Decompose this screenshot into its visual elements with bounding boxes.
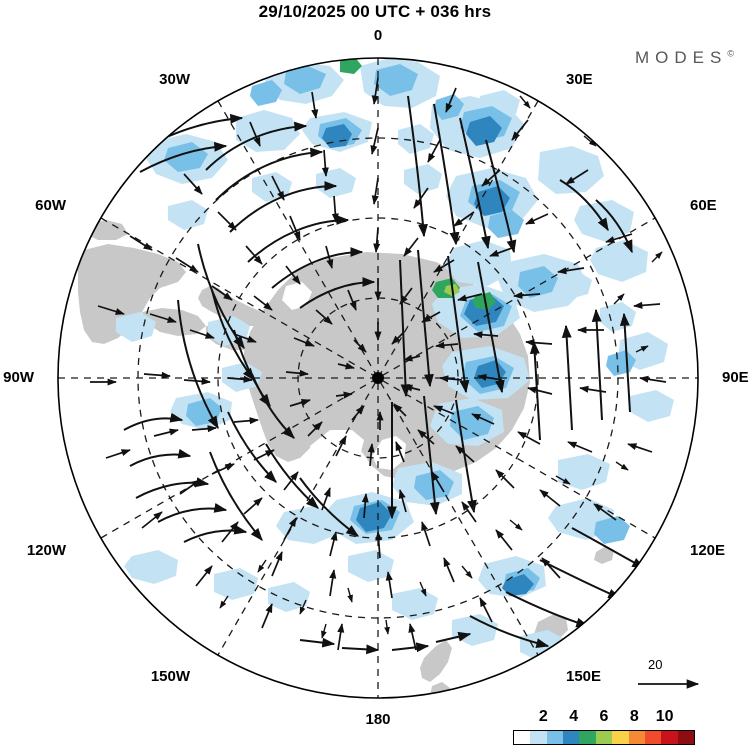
wind-vector-field [90, 77, 667, 651]
wind-vector-strong [123, 95, 646, 655]
longitude-label-150w: 150W [150, 668, 190, 685]
colorbar-tick-6: 6 [599, 708, 609, 725]
colorbar-band-4 [579, 731, 596, 744]
longitude-label-30w: 30W [159, 71, 190, 88]
pole-marker [372, 372, 384, 384]
longitude-label-120w: 120W [26, 542, 66, 559]
copyright-mark: © [727, 48, 734, 59]
colorbar-tick-8: 8 [629, 708, 639, 725]
colorbar-band-5 [595, 731, 613, 744]
colorbar-band-2 [546, 731, 564, 744]
page-title: 29/10/2025 00 UTC + 036 hrs [258, 2, 492, 21]
shaded-field-contours [116, 58, 674, 662]
colorbar [513, 730, 695, 745]
colorbar-band-3 [563, 731, 580, 744]
map-content [58, 58, 698, 698]
colorbar-band-0 [514, 731, 531, 744]
colorbar-tick-labels: 2 4 6 8 10 [513, 708, 695, 728]
colorbar-band-9 [661, 731, 678, 744]
arrow-right-icon [638, 679, 700, 689]
colorbar-tick-10: 10 [655, 708, 674, 725]
colorbar-band-10 [677, 731, 694, 744]
longitude-label-90e: 90E [722, 369, 749, 386]
brand-text: MODES [635, 48, 728, 67]
globe-outline [57, 57, 699, 699]
longitude-label-150e: 150E [566, 668, 602, 685]
colorbar-band-8 [644, 731, 662, 744]
longitude-label-60w: 60W [35, 197, 66, 214]
longitude-label-60e: 60E [690, 197, 717, 214]
colorbar-band-7 [628, 731, 645, 744]
longitude-label-180: 180 [365, 711, 391, 728]
longitude-label-90w: 90W [3, 369, 34, 386]
wind-vector-weak [219, 95, 663, 639]
wind-scale-legend: 20 [636, 657, 732, 699]
wind-scale-value: 20 [648, 657, 663, 672]
longitude-label-0: 0 [373, 27, 383, 44]
colorbar-band-1 [530, 731, 547, 744]
longitude-label-120e: 120E [690, 542, 726, 559]
colorbar-tick-2: 2 [538, 708, 548, 725]
longitude-label-30e: 30E [566, 71, 593, 88]
colorbar-band-6 [612, 731, 629, 744]
colorbar-tick-4: 4 [569, 708, 579, 725]
modes-logo: MODES© [635, 48, 734, 68]
